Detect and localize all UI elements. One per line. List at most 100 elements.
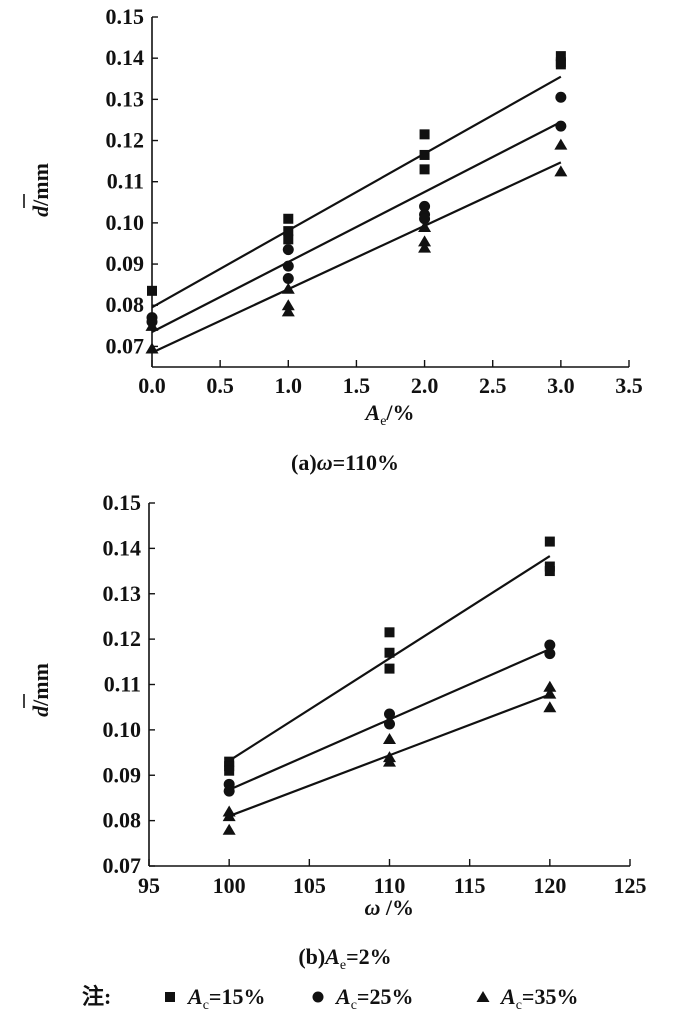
data-point-square — [419, 129, 430, 140]
x-tick-label: 0.5 — [206, 373, 234, 398]
data-point-triangle — [543, 701, 557, 713]
data-point-square — [224, 765, 235, 776]
x-tick-label: 120 — [533, 873, 566, 898]
panel-caption: (a)ω=110% — [291, 450, 399, 475]
x-axis-label: Ae/% — [364, 400, 415, 429]
data-point-circle — [282, 272, 294, 284]
label-rest: /% — [385, 400, 414, 425]
data-point-square — [555, 51, 566, 62]
data-point-triangle — [222, 823, 236, 835]
panel-caption: (b)Ae=2% — [298, 944, 391, 973]
data-point-circle — [544, 639, 556, 651]
label-rest: /mm — [28, 663, 53, 707]
label-variable: ω — [317, 450, 333, 475]
y-tick-label: 0.12 — [103, 626, 142, 651]
data-point-square — [384, 647, 395, 658]
label-subscript: e — [340, 958, 346, 973]
data-point-square — [283, 234, 294, 245]
x-tick-label: 95 — [138, 873, 160, 898]
data-point-triangle — [145, 342, 159, 354]
data-point-triangle — [418, 241, 432, 253]
data-point-square — [419, 164, 430, 175]
data-point-circle — [223, 785, 235, 797]
label-rest: =35% — [522, 984, 579, 1009]
y-tick-label: 0.09 — [106, 251, 145, 276]
legend-label: Ac=25% — [334, 984, 413, 1013]
y-tick-label: 0.08 — [106, 292, 145, 317]
y-tick-label: 0.10 — [106, 210, 145, 235]
caption-prefix: (a) — [291, 450, 317, 475]
label-variable: d — [28, 205, 53, 217]
y-axis-label: d/mm — [28, 663, 53, 717]
y-tick-label: 0.14 — [103, 535, 142, 560]
data-point-triangle — [543, 680, 557, 692]
x-tick-label: 100 — [213, 873, 246, 898]
x-tick-label: 2.5 — [479, 373, 507, 398]
data-point-triangle — [554, 138, 568, 150]
y-tick-label: 0.12 — [106, 128, 145, 153]
x-tick-label: 105 — [293, 873, 326, 898]
legend-note: 注: — [82, 984, 111, 1009]
y-tick-label: 0.15 — [106, 4, 145, 29]
data-point-circle — [419, 213, 431, 225]
data-point-square — [283, 213, 294, 224]
label-variable: A — [186, 984, 203, 1009]
label-rest: =15% — [209, 984, 266, 1009]
y-tick-label: 0.10 — [103, 717, 142, 742]
data-point-circle — [555, 120, 567, 132]
data-point-circle — [555, 91, 567, 103]
label-subscript: e — [380, 414, 386, 429]
data-point-circle — [419, 200, 431, 212]
label-subscript: c — [203, 998, 209, 1013]
fit-line — [151, 121, 562, 333]
data-point-triangle — [543, 687, 557, 699]
fit-line — [151, 75, 562, 309]
data-point-circle — [282, 244, 294, 256]
data-point-circle — [544, 648, 556, 660]
data-point-square — [384, 627, 395, 638]
x-tick-label: 0.0 — [138, 373, 166, 398]
label-rest: =2% — [346, 944, 392, 969]
y-tick-label: 0.07 — [106, 333, 145, 358]
label-subscript: c — [516, 998, 522, 1013]
legend-marker-triangle — [476, 991, 490, 1002]
label-variable: A — [334, 984, 351, 1009]
y-tick-label: 0.11 — [107, 169, 144, 194]
data-point-square — [283, 226, 294, 237]
fit-line — [228, 555, 551, 762]
label-rest: /% — [380, 895, 414, 920]
data-point-triangle — [418, 221, 432, 232]
y-tick-label: 0.14 — [106, 45, 145, 70]
data-point-square — [419, 149, 430, 160]
label-rest: /mm — [28, 163, 53, 207]
data-point-circle — [384, 718, 395, 730]
data-point-triangle — [383, 755, 396, 767]
data-point-circle — [282, 260, 294, 272]
data-point-square — [555, 59, 566, 70]
series-circle — [223, 639, 556, 797]
series-circle — [146, 91, 567, 333]
data-point-triangle — [554, 165, 568, 177]
y-axis-label: d/mm — [28, 163, 53, 217]
legend-label: Ac=15% — [186, 984, 265, 1013]
data-point-triangle — [281, 305, 295, 317]
legend-marker-circle — [312, 991, 324, 1003]
y-tick-label: 0.13 — [103, 581, 142, 606]
y-tick-label: 0.15 — [103, 490, 142, 515]
y-tick-label: 0.08 — [103, 808, 142, 833]
label-variable: A — [364, 400, 381, 425]
data-point-circle — [384, 708, 395, 720]
label-subscript: c — [351, 998, 357, 1013]
data-point-triangle — [281, 299, 295, 311]
series-triangle — [222, 680, 557, 835]
legend-marker-square — [165, 992, 175, 1002]
data-point-triangle — [145, 319, 159, 331]
legend: 注: Ac=15% Ac=25% Ac=35% — [82, 984, 578, 1013]
series-triangle — [145, 138, 568, 354]
x-tick-label: 125 — [614, 873, 647, 898]
fit-line — [151, 161, 562, 354]
y-tick-label: 0.11 — [104, 672, 141, 697]
x-tick-label: 2.0 — [411, 373, 439, 398]
caption-prefix: (b) — [298, 944, 325, 969]
